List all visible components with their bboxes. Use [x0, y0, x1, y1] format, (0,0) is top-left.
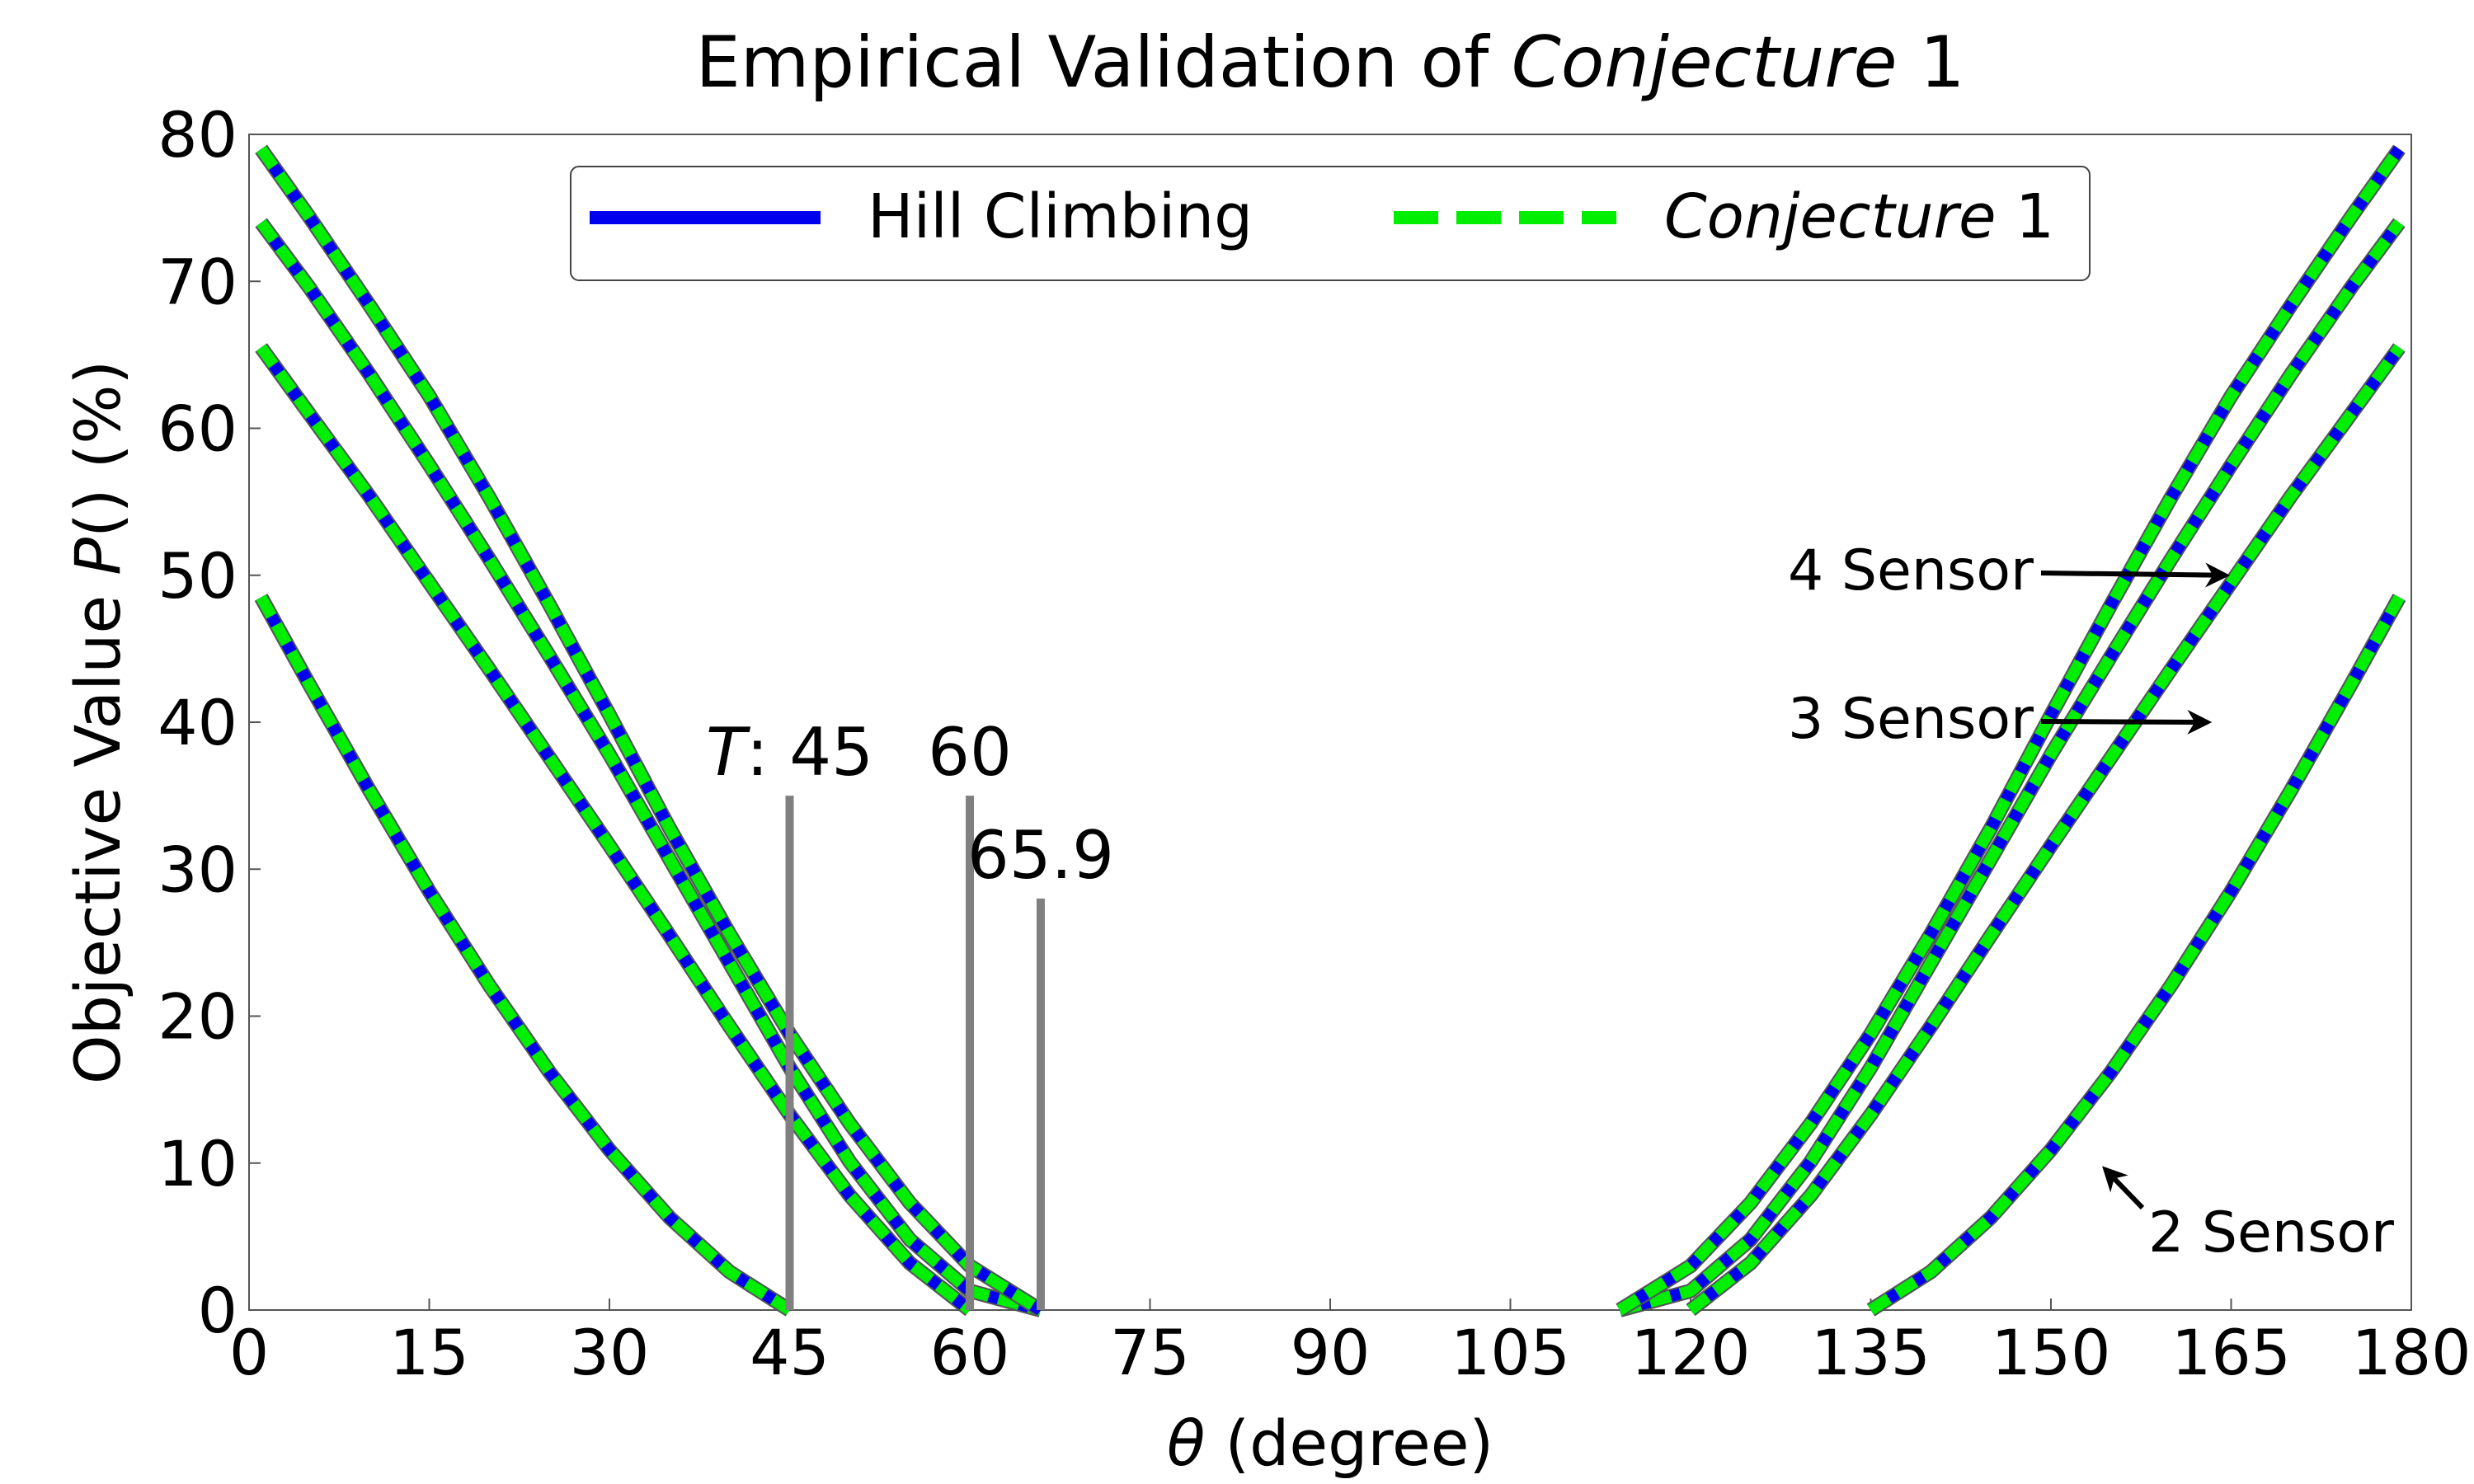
hill-climbing-line	[256, 145, 1044, 1315]
series-outline	[254, 594, 794, 1317]
y-tick-label: 60	[158, 392, 238, 466]
conjecture-line	[1616, 145, 2405, 1315]
x-tick-label: 60	[930, 1316, 1010, 1389]
x-tick-label: 120	[1630, 1316, 1750, 1389]
annotation-arrow	[2102, 1166, 2145, 1210]
chart-title: Empirical Validation of Conjecture 1	[695, 21, 1964, 104]
hill-climbing-line	[256, 594, 793, 1315]
threshold-markers: T: 45 60 65.9	[706, 714, 1114, 1310]
x-tick-label: 90	[1291, 1316, 1371, 1389]
y-tick-label: 50	[158, 539, 238, 613]
x-axis-label: θ (degree)	[1167, 1407, 1493, 1480]
annotations: 4 Sensor 3 Sensor 2 Sensor	[1788, 538, 2394, 1266]
legend-label-hill-climbing: Hill Climbing	[868, 181, 1253, 252]
annotation-arrow	[2040, 562, 2231, 588]
legend: Hill Climbing Conjecture 1	[570, 166, 2091, 281]
ticks: 0 15 30 45 60 75 90 105 120 135 150 165 180 0 10 20 30 40…	[158, 98, 2471, 1389]
y-tick-label: 40	[158, 686, 238, 759]
x-tick-label: 135	[1811, 1316, 1931, 1389]
sensor-annotation: 2 Sensor	[2148, 1200, 2394, 1266]
x-tick-label: 30	[570, 1316, 650, 1389]
annotation-arrow	[2040, 709, 2213, 735]
threshold-label: 60	[928, 714, 1012, 791]
x-tick-label: 150	[1991, 1316, 2110, 1389]
y-tick-label: 70	[158, 245, 238, 318]
conjecture-line	[256, 145, 1044, 1315]
x-tick-label: 15	[389, 1316, 469, 1389]
sensor-annotation: 3 Sensor	[1788, 687, 2034, 752]
legend-label-conjecture: Conjecture 1	[1664, 181, 2054, 252]
hill-climbing-line	[1618, 218, 2405, 1316]
x-tick-label: 75	[1110, 1316, 1190, 1389]
conjecture-line	[256, 218, 1042, 1316]
conjecture-line	[1686, 344, 2405, 1315]
x-tick-label: 0	[229, 1316, 269, 1389]
y-tick-label: 30	[158, 833, 238, 906]
conjecture-line	[256, 594, 793, 1315]
y-axis-label: Objective Value P() (%)	[61, 360, 134, 1084]
x-tick-label: 165	[2171, 1316, 2291, 1389]
threshold-label: T: 45	[706, 714, 873, 791]
y-tick-label: 20	[158, 980, 238, 1054]
conjecture-line	[1618, 218, 2405, 1316]
y-tick-label: 10	[158, 1127, 238, 1200]
y-tick-label: 80	[158, 98, 238, 171]
threshold-label: 65.9	[967, 817, 1114, 894]
conjecture-line	[1867, 594, 2405, 1315]
conjecture-line	[256, 344, 974, 1315]
sensor-annotation: 4 Sensor	[1788, 538, 2034, 603]
x-tick-label: 45	[750, 1316, 830, 1389]
y-tick-label: 0	[198, 1274, 238, 1347]
x-tick-label: 180	[2351, 1316, 2471, 1389]
curves	[254, 144, 2406, 1317]
legend-box	[570, 166, 2091, 281]
x-tick-label: 105	[1451, 1316, 1570, 1389]
